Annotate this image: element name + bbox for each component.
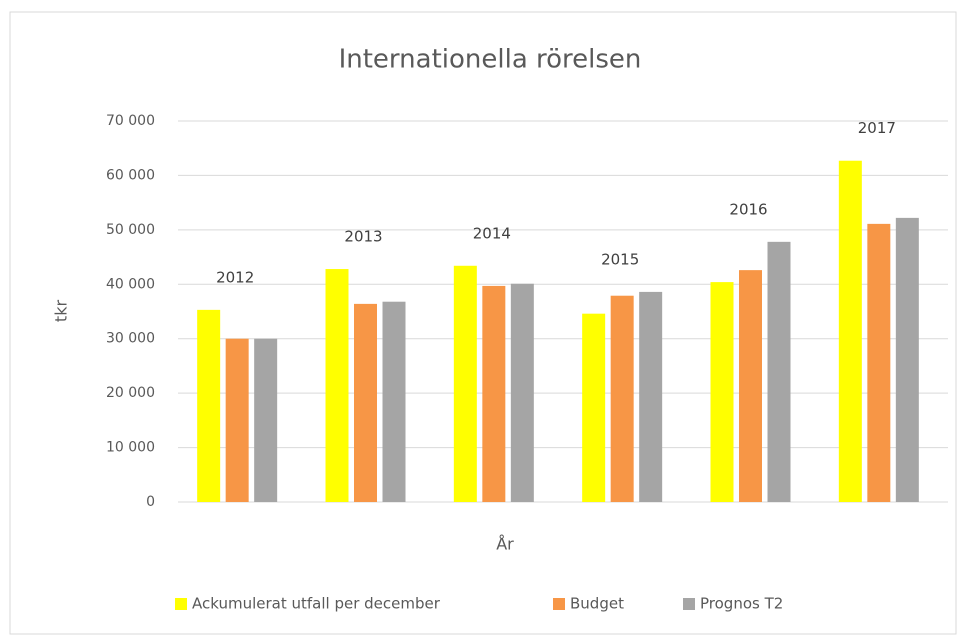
y-tick-label: 70 000 bbox=[106, 113, 155, 129]
category-label: 2014 bbox=[473, 224, 511, 242]
category-label: 2015 bbox=[601, 250, 639, 268]
bar bbox=[382, 301, 406, 502]
bar bbox=[354, 303, 377, 502]
legend-swatch bbox=[553, 598, 565, 610]
y-tick-label: 40 000 bbox=[106, 276, 155, 292]
bar bbox=[867, 223, 891, 502]
bar bbox=[582, 313, 606, 502]
category-label: 2016 bbox=[729, 200, 767, 218]
legend-label: Prognos T2 bbox=[700, 595, 783, 613]
category-label: 2012 bbox=[216, 268, 254, 286]
category-label: 2017 bbox=[858, 119, 896, 137]
y-axis-title: tkr bbox=[52, 300, 71, 323]
legend-swatch bbox=[683, 598, 695, 610]
bar bbox=[482, 285, 506, 502]
bar bbox=[325, 269, 349, 502]
legend-label: Budget bbox=[570, 595, 624, 613]
bar bbox=[895, 217, 919, 502]
y-tick-label: 10 000 bbox=[106, 440, 155, 456]
legend-swatch bbox=[175, 598, 187, 610]
bar bbox=[838, 160, 862, 503]
y-tick-label: 60 000 bbox=[106, 167, 155, 183]
bar bbox=[610, 295, 634, 502]
bar bbox=[639, 291, 663, 502]
bar bbox=[767, 241, 791, 502]
bar bbox=[739, 270, 762, 502]
y-tick-label: 20 000 bbox=[106, 385, 155, 401]
bar bbox=[225, 338, 249, 502]
bar bbox=[510, 283, 534, 502]
bar bbox=[254, 338, 278, 502]
y-tick-label: 0 bbox=[146, 494, 155, 510]
bar bbox=[197, 309, 221, 502]
y-tick-label: 30 000 bbox=[106, 331, 155, 347]
bar bbox=[710, 282, 734, 502]
x-axis-title: År bbox=[496, 535, 514, 554]
bar bbox=[453, 265, 477, 502]
y-tick-label: 50 000 bbox=[106, 222, 155, 238]
category-label: 2013 bbox=[344, 228, 382, 246]
chart-title: Internationella rörelsen bbox=[339, 45, 642, 75]
legend-label: Ackumulerat utfall per december bbox=[192, 595, 441, 613]
